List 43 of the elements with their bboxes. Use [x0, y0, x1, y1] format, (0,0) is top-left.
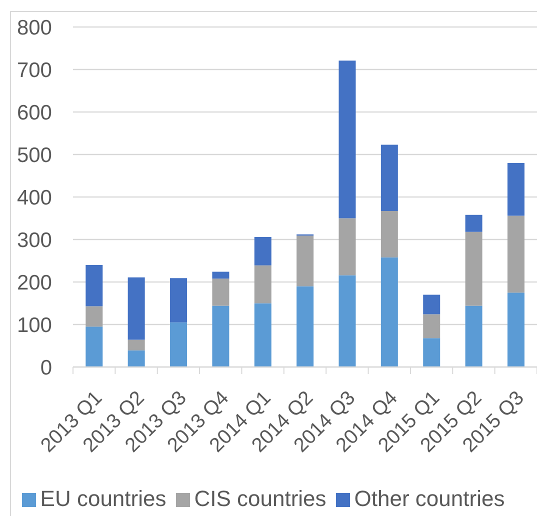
y-tick-label: 600 — [16, 101, 52, 124]
y-tick-label: 500 — [16, 144, 52, 167]
bar — [338, 275, 356, 367]
y-tick-label: 0 — [40, 356, 52, 380]
legend-label: EU countries — [40, 486, 166, 511]
bar — [170, 322, 188, 367]
y-tick-label: 100 — [16, 314, 52, 337]
bar — [423, 294, 440, 314]
y-tick-label: 200 — [16, 271, 52, 294]
bar — [380, 257, 398, 367]
bar — [423, 314, 440, 338]
bar — [212, 272, 230, 279]
bar — [86, 306, 103, 327]
bar — [254, 236, 272, 266]
bar — [170, 278, 188, 322]
y-tick-label: 800 — [16, 16, 52, 40]
bar — [465, 306, 482, 367]
bar — [380, 211, 398, 258]
bar — [128, 340, 145, 350]
bar — [507, 292, 524, 367]
bar — [212, 306, 230, 367]
bar — [465, 232, 482, 306]
bar — [254, 303, 272, 367]
bar — [507, 163, 524, 216]
bar — [212, 278, 230, 306]
bar — [423, 338, 440, 367]
y-tick-label: 700 — [16, 58, 52, 82]
bar — [338, 60, 356, 218]
bar — [128, 277, 145, 340]
bar — [507, 216, 524, 293]
bar — [254, 265, 272, 304]
legend-label: CIS countries — [194, 486, 326, 511]
legend-label: Other countries — [354, 486, 505, 511]
bar — [380, 144, 398, 212]
bar — [338, 218, 356, 276]
bar — [86, 265, 103, 306]
bar — [296, 286, 314, 367]
y-tick-label: 300 — [16, 228, 52, 252]
bar — [86, 326, 103, 367]
bar — [128, 350, 145, 367]
y-tick-label: 400 — [16, 186, 52, 210]
bar — [296, 236, 314, 286]
bar — [465, 214, 482, 232]
